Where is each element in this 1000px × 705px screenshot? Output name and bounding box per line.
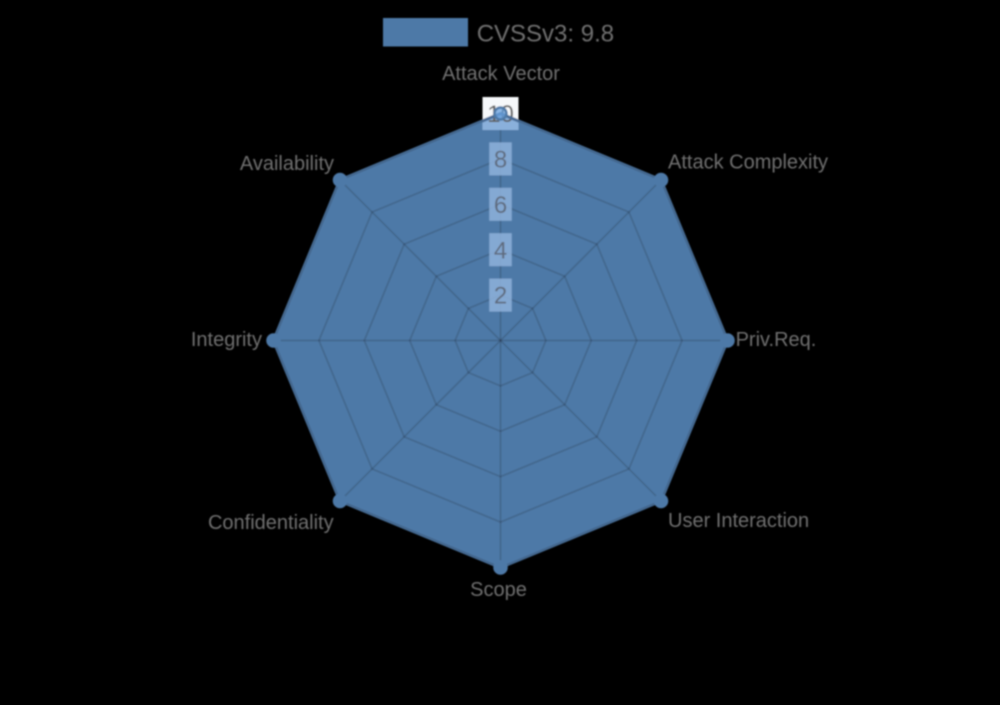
svg-text:6: 6 [494, 192, 507, 219]
svg-text:User Interaction: User Interaction [668, 510, 809, 532]
svg-text:4: 4 [494, 237, 507, 264]
svg-text:Attack Complexity: Attack Complexity [668, 152, 828, 174]
svg-text:8: 8 [494, 147, 507, 174]
svg-text:Attack Vector: Attack Vector [442, 63, 560, 85]
svg-text:Scope: Scope [470, 579, 527, 601]
svg-text:Confidentiality: Confidentiality [208, 512, 334, 534]
svg-text:2: 2 [494, 283, 507, 310]
svg-text:Priv.Req.: Priv.Req. [736, 329, 817, 351]
svg-text:Integrity: Integrity [191, 329, 262, 351]
svg-text:Availability: Availability [240, 153, 334, 175]
svg-text:CVSSv3: 9.8: CVSSv3: 9.8 [477, 21, 614, 48]
